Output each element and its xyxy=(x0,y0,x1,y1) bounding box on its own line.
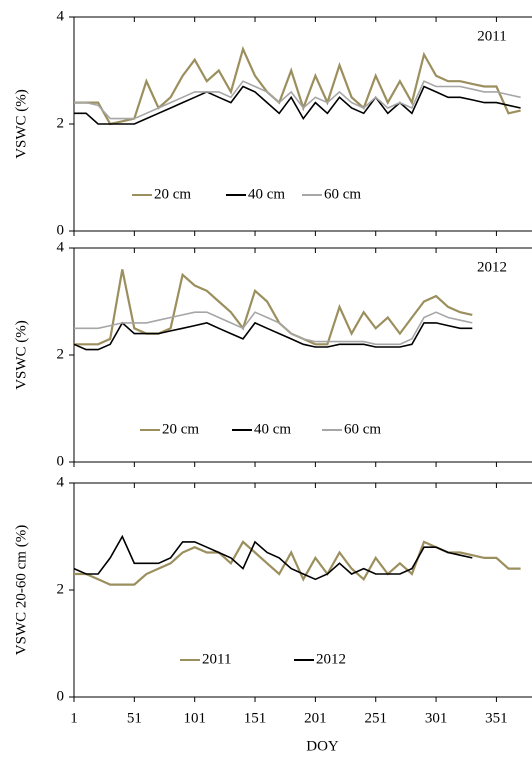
plot-frame xyxy=(73,482,532,698)
series-line xyxy=(74,80,521,120)
annotation: 2011 xyxy=(477,28,506,44)
y-tick-label: 0 xyxy=(57,688,65,704)
legend-label: 60 cm xyxy=(324,186,361,202)
legend-label: 20 cm xyxy=(162,421,199,437)
y-tick-label: 2 xyxy=(57,346,65,362)
x-tick-label: 251 xyxy=(364,710,387,726)
y-tick-label: 4 xyxy=(57,474,65,490)
series-line xyxy=(74,85,521,125)
legend-label: 2012 xyxy=(316,651,346,667)
series-line xyxy=(74,269,473,346)
y-tick-label: 0 xyxy=(57,453,65,469)
series-line xyxy=(73,321,473,351)
x-tick-label: 151 xyxy=(244,710,267,726)
legend-label: 60 cm xyxy=(344,421,381,437)
y-axis-title: VSWC (%) xyxy=(13,320,29,390)
legend-label: 40 cm xyxy=(248,186,285,202)
x-tick-label: 51 xyxy=(127,710,142,726)
x-tick-label: 1 xyxy=(70,710,78,726)
x-tick-label: 101 xyxy=(183,710,206,726)
legend-label: 40 cm xyxy=(254,421,291,437)
legend-label: 2011 xyxy=(202,651,231,667)
legend-label: 20 cm xyxy=(154,186,191,202)
x-tick-label: 301 xyxy=(425,710,448,726)
y-axis-title: VSWC (%) xyxy=(13,89,29,159)
x-tick-label: 351 xyxy=(485,710,508,726)
x-axis-title: DOY xyxy=(306,738,339,754)
annotation: 2012 xyxy=(477,259,507,275)
series-line xyxy=(74,311,473,346)
series-line xyxy=(74,45,521,126)
series-line xyxy=(73,534,473,581)
y-tick-label: 4 xyxy=(57,239,65,255)
x-tick-label: 201 xyxy=(304,710,327,726)
y-tick-label: 4 xyxy=(57,8,65,24)
y-tick-label: 2 xyxy=(57,581,65,597)
y-tick-label: 0 xyxy=(57,222,65,238)
plot-frame xyxy=(73,16,532,232)
y-axis-title: VSWC 20-60 cm (%) xyxy=(13,525,29,655)
y-tick-label: 2 xyxy=(57,115,65,131)
